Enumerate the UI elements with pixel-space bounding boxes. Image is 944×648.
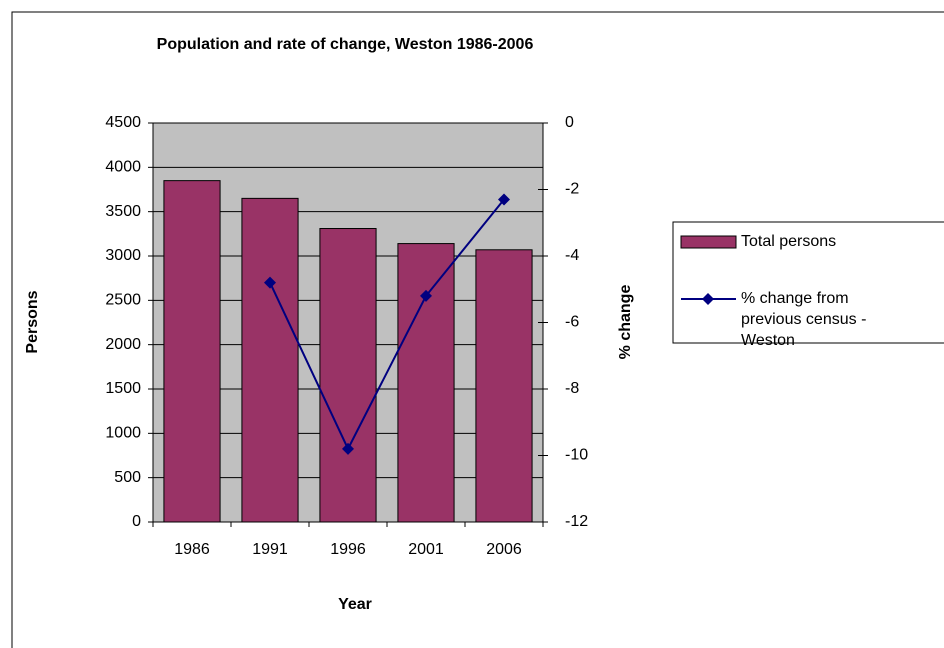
legend-swatch [680, 235, 737, 249]
line-marker [420, 289, 432, 302]
line-marker [264, 276, 276, 289]
y-tick-label: 1500 [105, 380, 141, 397]
y-tick-label: 3000 [105, 247, 141, 264]
legend-entry: % change from previous census - Weston [741, 290, 867, 349]
bar [475, 249, 533, 523]
legend-label: Total persons [741, 233, 837, 250]
x-tick-label: 1996 [330, 541, 366, 558]
bar [241, 197, 299, 523]
y-tick-label: 2000 [105, 336, 141, 353]
line-marker [342, 442, 354, 455]
line-marker [498, 193, 510, 206]
bar [163, 180, 221, 523]
y2-tick-label: -8 [565, 380, 579, 397]
chart-title: Population and rate of change, Weston 19… [157, 36, 534, 53]
legend-marker [702, 293, 714, 305]
x-tick-label: 1986 [174, 541, 210, 558]
x-tick-label: 1991 [252, 541, 288, 558]
y-tick-label: 4500 [105, 114, 141, 131]
y-tick-label: 4000 [105, 159, 141, 176]
x-tick-label: 2001 [408, 541, 444, 558]
y-tick-label: 2500 [105, 292, 141, 309]
y2-tick-label: -6 [565, 314, 579, 331]
y-axis-label: Persons [24, 290, 41, 353]
y2-tick-label: -4 [565, 247, 579, 264]
line [269, 198, 505, 452]
y-tick-label: 0 [132, 513, 141, 530]
y2-tick-label: -10 [565, 447, 588, 464]
bar [397, 243, 455, 523]
legend-entry: Total persons [741, 233, 837, 250]
y-tick-label: 3500 [105, 203, 141, 220]
y2-axis-label: % change [617, 285, 634, 360]
x-tick-label: 2006 [486, 541, 522, 558]
bar [319, 228, 377, 523]
x-axis-label: Year [338, 596, 372, 613]
y-tick-label: 500 [114, 469, 141, 486]
y2-tick-label: -12 [565, 513, 588, 530]
legend-label: % change from previous census - Weston [741, 290, 867, 349]
y2-tick-label: -2 [565, 181, 579, 198]
y-tick-label: 1000 [105, 425, 141, 442]
y2-tick-label: 0 [565, 114, 574, 131]
